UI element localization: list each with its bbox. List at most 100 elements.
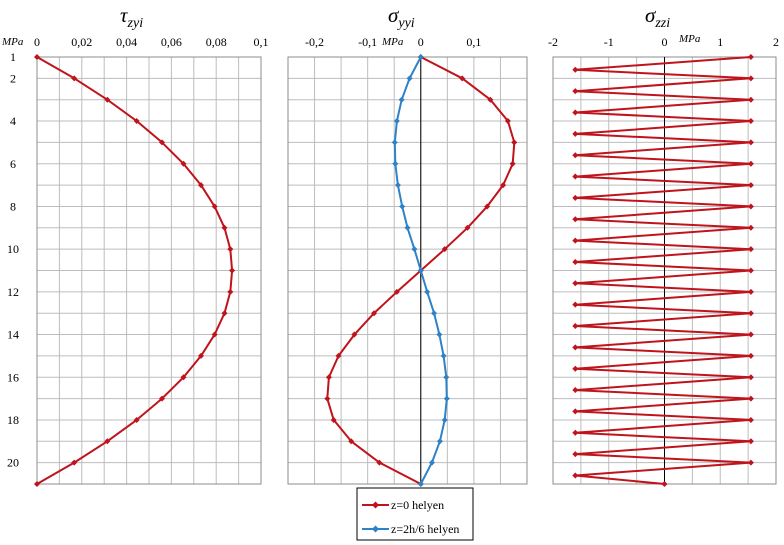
data-point-marker [391,139,398,146]
data-point-marker [572,280,579,287]
x-tick-label: 0 [418,35,424,49]
panel-tau-zy-unit-label: MPa [1,36,24,48]
data-point-marker [221,224,228,231]
data-point-marker [572,216,579,223]
legend-item-blue: z=2h/6 helyen [362,522,459,536]
data-point-marker [417,54,424,60]
data-point-marker [572,365,579,372]
data-point-marker [351,331,358,338]
panel-sigma-yy-series [324,54,518,487]
data-point-marker [394,182,401,189]
data-point-marker [572,323,579,330]
panel-sigma-yy-unit-label: MPa [381,36,404,48]
panel-sigma-yy-title: σyyi [388,3,415,31]
x-tick-label: -2 [548,35,558,49]
data-point-marker [661,481,668,487]
data-point-marker [747,395,754,402]
panel-sigma-zz: σzzi MPa -2 -1 0 1 2 [548,3,779,487]
data-point-marker [572,109,579,116]
panel-tau-zy-x-ticks: 0 0,02 0,04 0,06 0,08 0,1 [34,35,269,49]
data-point-marker [348,438,355,445]
data-point-marker [484,203,491,210]
data-point-marker [572,66,579,73]
legend-label-red: z=0 helyen [391,498,444,512]
data-point-marker [227,288,234,295]
data-point-marker [417,267,424,274]
panel-sigma-yy-grid [287,56,528,485]
y-tick-label: 4 [10,114,16,128]
data-point-marker [393,288,400,295]
data-point-marker [393,118,400,125]
data-point-marker [431,310,438,317]
x-tick-label: 0,1 [466,35,481,49]
data-point-marker [71,459,78,466]
data-point-marker [104,96,111,103]
data-point-marker [324,395,331,402]
data-point-marker [459,75,466,82]
data-point-marker [335,352,342,359]
data-point-marker [197,352,204,359]
data-point-marker [572,130,579,137]
panel-sigma-zz-series [572,54,754,487]
x-tick-label: 1 [717,35,723,49]
data-point-marker [572,344,579,351]
y-tick-label: 16 [7,370,19,384]
data-point-marker [747,459,754,466]
plot-frame [36,56,262,485]
y-tick-label: 12 [7,285,19,299]
data-point-marker [747,267,754,274]
x-tick-label: 0,06 [161,35,182,49]
data-point-marker [436,438,443,445]
y-tick-label: 20 [7,456,19,470]
data-point-marker [158,395,165,402]
data-point-marker [747,160,754,167]
data-point-marker [180,374,187,381]
x-tick-label: 0 [662,35,668,49]
y-tick-label: 10 [7,242,19,256]
data-point-marker [572,237,579,244]
data-point-marker [133,118,140,125]
panel-tau-zy-grid [36,56,262,485]
panel-sigma-yy-x-ticks: -0,2 -0,1 0 0,1 [305,35,481,49]
panel-tau-zy: τzyi MPa 0 0,02 0,04 0,06 0,08 0,1 1246810121… [1,3,269,487]
x-tick-label: -0,1 [358,35,377,49]
data-point-marker [229,267,236,274]
data-point-marker [747,203,754,210]
x-tick-label: -0,2 [305,35,324,49]
data-point-marker [440,352,447,359]
panel-tau-zy-series [34,54,236,487]
data-point-marker [71,75,78,82]
data-point-marker [747,438,754,445]
data-point-marker [747,352,754,359]
plot-frame [287,56,528,485]
y-tick-label: 18 [7,413,19,427]
data-point-marker [34,54,40,60]
data-point-marker [747,96,754,103]
data-point-marker [428,459,435,466]
data-point-marker [747,331,754,338]
data-point-marker [572,408,579,415]
data-point-marker [747,374,754,381]
data-point-marker [747,224,754,231]
legend-item-red: z=0 helyen [362,498,444,512]
data-point-marker [197,182,204,189]
data-point-marker [504,118,511,125]
data-point-marker [747,246,754,253]
data-point-marker [511,139,518,146]
x-tick-label: 0,04 [116,35,137,49]
data-point-marker [398,96,405,103]
legend: z=0 helyen z=2h/6 helyen [356,487,474,541]
data-point-marker [399,203,406,210]
data-point-marker [747,118,754,125]
data-point-marker [392,160,399,167]
data-point-marker [572,152,579,159]
data-point-marker [509,160,516,167]
data-point-marker [411,246,418,253]
data-point-marker [572,173,579,180]
data-point-marker [747,416,754,423]
data-point-marker [572,88,579,95]
data-point-marker [500,182,507,189]
data-point-marker [572,387,579,394]
